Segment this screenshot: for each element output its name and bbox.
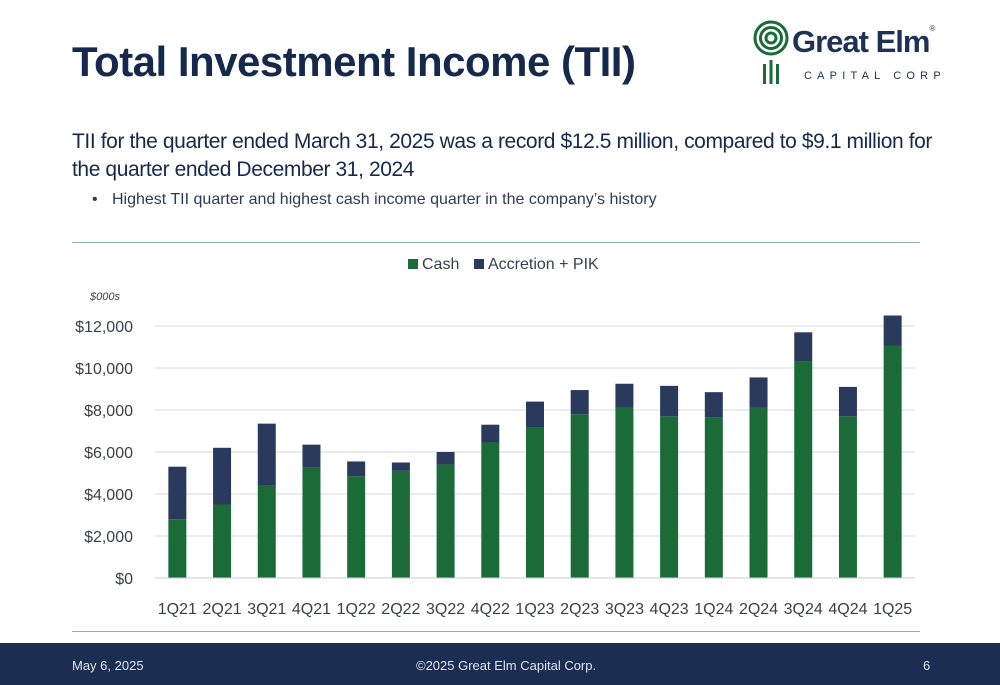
y-tick-label: $12,000	[75, 319, 133, 336]
footer-copyright: ©2025 Great Elm Capital Corp.	[416, 658, 597, 673]
x-tick-label: 1Q23	[515, 601, 554, 618]
x-tick-label: 2Q24	[739, 601, 778, 618]
x-tick-label: 2Q22	[381, 601, 420, 618]
bar-segment	[570, 414, 589, 578]
bar-segment	[704, 417, 723, 578]
bar-segment	[168, 466, 187, 520]
bar-segment	[749, 407, 768, 578]
logo-subname: CAPITAL CORP	[804, 70, 946, 82]
bar-segment	[436, 464, 455, 578]
top-divider	[72, 242, 920, 243]
bar-segment	[257, 423, 276, 486]
bar-segment	[883, 345, 902, 578]
bar-segment	[213, 447, 232, 505]
bottom-divider	[72, 631, 920, 632]
x-tick-label: 4Q21	[292, 601, 331, 618]
bullet-dot-icon: •	[92, 191, 98, 208]
x-tick-label: 4Q22	[471, 601, 510, 618]
page-subtitle: TII for the quarter ended March 31, 2025…	[72, 130, 933, 181]
bar-segment	[526, 401, 544, 428]
x-tick-label: 1Q25	[873, 601, 912, 618]
bar-segment	[526, 427, 544, 578]
x-tick-label: 3Q21	[247, 601, 286, 618]
y-unit-label: $000s	[89, 291, 120, 303]
bar-segment	[615, 383, 634, 408]
tii-stacked-bar-chart: $0 $2,000 $4,000 $6,000 $8,000 $10,000 $12,000…	[75, 256, 915, 618]
bar-segment	[481, 424, 500, 443]
bar-segment	[838, 416, 857, 578]
bar-segment	[302, 467, 321, 578]
y-tick-label: $6,000	[84, 445, 133, 462]
bar-segment	[302, 444, 321, 468]
legend-swatch	[408, 259, 418, 269]
bar-segment	[615, 407, 634, 578]
footer-date: May 6, 2025	[72, 658, 144, 673]
bar-segment	[660, 385, 679, 417]
y-tick-label: $0	[115, 571, 133, 588]
x-tick-label: 2Q21	[202, 601, 241, 618]
x-tick-label: 1Q21	[158, 601, 197, 618]
bar-segment	[794, 332, 813, 362]
bar-segment	[347, 476, 366, 578]
bar-segment	[838, 386, 857, 417]
x-tick-label: 1Q24	[694, 601, 733, 618]
legend-label: Cash	[422, 256, 459, 273]
bar-segment	[347, 461, 366, 477]
bullet-item: • Highest TII quarter and highest cash in…	[92, 191, 657, 209]
x-tick-label: 3Q24	[784, 601, 823, 618]
x-tick-label: 4Q24	[828, 601, 867, 618]
company-logo: Great Elm® CAPITAL CORP	[752, 18, 952, 90]
bar-segment	[481, 442, 500, 578]
bar-segment	[749, 377, 768, 408]
x-tick-label: 3Q22	[426, 601, 465, 618]
footer-page-number: 6	[923, 658, 931, 673]
legend-swatch	[474, 259, 484, 269]
y-tick-label: $2,000	[84, 529, 133, 546]
logo-name: Great Elm	[792, 24, 930, 59]
bar-segment	[391, 470, 410, 578]
x-tick-label: 3Q23	[605, 601, 644, 618]
bullet-text: Highest TII quarter and highest cash inc…	[112, 191, 657, 208]
page-title: Total Investment Income (TII)	[72, 38, 636, 85]
bar-segment	[704, 392, 723, 418]
footer-bar: May 6, 2025 ©2025 Great Elm Capital Corp…	[0, 643, 1000, 685]
x-tick-label: 1Q22	[337, 601, 376, 618]
bar-segment	[660, 416, 679, 578]
legend-label: Accretion + PIK	[488, 256, 599, 273]
bar-segment	[883, 315, 902, 346]
logo-registered-mark: ®	[929, 24, 935, 33]
bar-segment	[436, 452, 455, 465]
bar-segment	[213, 504, 232, 578]
bar-segment	[391, 462, 410, 471]
x-tick-label: 4Q23	[650, 601, 689, 618]
y-tick-label: $10,000	[75, 361, 133, 378]
bar-segment	[257, 485, 276, 578]
bar-segment	[168, 519, 187, 578]
x-tick-label: 2Q23	[560, 601, 599, 618]
bar-segment	[794, 361, 813, 578]
great-elm-tree-icon	[753, 20, 789, 84]
y-tick-label: $8,000	[84, 403, 133, 420]
bar-segment	[570, 390, 589, 415]
y-tick-label: $4,000	[84, 487, 133, 504]
